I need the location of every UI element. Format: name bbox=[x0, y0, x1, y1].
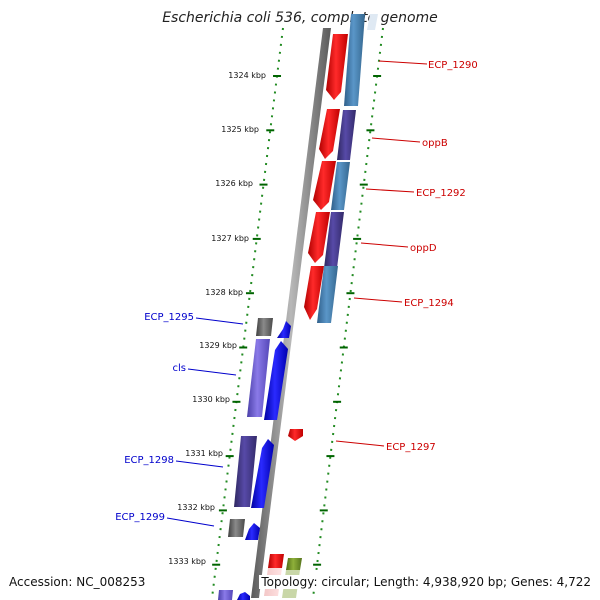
leader-ECP_1295 bbox=[195, 317, 244, 325]
protein-bar-ECP_1299 bbox=[228, 519, 245, 537]
gene-arrow-ECP_1294 bbox=[304, 266, 324, 320]
kbp-label: 1325 kbp bbox=[221, 125, 259, 134]
protein-bar-ECP_1294 bbox=[317, 266, 338, 323]
gene-arrow-cls bbox=[264, 341, 288, 420]
leader-ECP_1290 bbox=[378, 60, 428, 65]
forward-genes bbox=[264, 34, 348, 596]
gene-label-ECP_1299: ECP_1299 bbox=[115, 512, 165, 523]
gene-arrow-oppB bbox=[319, 109, 340, 159]
protein-bar-ECP_1290 bbox=[344, 14, 365, 106]
kbp-label: 1326 kbp bbox=[215, 179, 253, 188]
kbp-label: 1324 kbp bbox=[228, 71, 266, 80]
protein-bar-cls bbox=[247, 339, 270, 417]
gene-label-oppD: oppD bbox=[410, 243, 437, 254]
leader-ECP_1298 bbox=[175, 460, 224, 468]
label-leaders bbox=[166, 60, 428, 527]
inner-ruler-track bbox=[211, 27, 284, 599]
kbp-label: 1331 kbp bbox=[185, 449, 223, 458]
gene-label-ECP_1295: ECP_1295 bbox=[144, 312, 194, 323]
kbp-label: 1328 kbp bbox=[205, 288, 243, 297]
gene-label-ECP_1292: ECP_1292 bbox=[416, 188, 466, 199]
gene-arrow-partial-bottom bbox=[237, 592, 250, 600]
protein-bar-oppD bbox=[324, 212, 344, 268]
accession-label: Accession: NC_008253 bbox=[9, 575, 148, 589]
leader-ECP_1299 bbox=[166, 517, 215, 527]
partial-protein-top bbox=[367, 14, 378, 30]
gene-arrow-ECP_1295 bbox=[277, 321, 291, 338]
gene-label-cls: cls bbox=[173, 363, 187, 374]
genome-summary-label: Topology: circular; Length: 4,938,920 bp… bbox=[259, 575, 591, 589]
gene-arrow-ECP_1297 bbox=[288, 429, 303, 441]
kbp-label: 1332 kbp bbox=[177, 503, 215, 512]
leader-oppB bbox=[371, 137, 421, 143]
protein-bar-ECP_1295 bbox=[256, 318, 273, 336]
protein-bar-partial bbox=[286, 558, 302, 570]
gene-arrow-ECP_1290 bbox=[326, 34, 348, 100]
leader-ECP_1294 bbox=[353, 297, 403, 303]
gene-label-ECP_1290: ECP_1290 bbox=[428, 60, 478, 71]
ruler-ticks bbox=[212, 75, 382, 566]
protein-bar-ECP_1292 bbox=[331, 162, 350, 210]
protein-bar-partial-bottom bbox=[218, 590, 233, 600]
kbp-label: 1333 kbp bbox=[168, 557, 206, 566]
kbp-label: 1327 kbp bbox=[211, 234, 249, 243]
gene-label-ECP_1298: ECP_1298 bbox=[124, 455, 174, 466]
kbp-label: 1329 kbp bbox=[199, 341, 237, 350]
gene-label-ECP_1297: ECP_1297 bbox=[386, 442, 436, 453]
protein-bar-oppB bbox=[337, 110, 356, 160]
kbp-label: 1330 kbp bbox=[192, 395, 230, 404]
gene-arrow-ECP_1292 bbox=[313, 161, 336, 210]
gene-arrow-partial bbox=[268, 554, 284, 568]
gene-labels: ECP_1290 oppB ECP_1292 oppD ECP_1294 ECP… bbox=[115, 60, 478, 523]
leader-cls bbox=[187, 368, 237, 376]
leader-oppD bbox=[360, 242, 409, 248]
protein-bar-ECP_1298 bbox=[234, 436, 257, 507]
gene-label-oppB: oppB bbox=[422, 138, 448, 149]
kbp-labels: 1324 kbp 1325 kbp 1326 kbp 1327 kbp 1328… bbox=[168, 71, 266, 566]
reverse-proteins bbox=[218, 318, 273, 600]
reverse-genes bbox=[237, 321, 291, 600]
gene-arrow-oppD bbox=[308, 212, 330, 263]
gene-arrow-ECP_1298 bbox=[251, 439, 274, 508]
leader-ECP_1292 bbox=[365, 188, 415, 193]
leader-ECP_1297 bbox=[335, 440, 385, 447]
gene-label-ECP_1294: ECP_1294 bbox=[404, 298, 454, 309]
gene-arrow-ECP_1299 bbox=[245, 523, 260, 540]
